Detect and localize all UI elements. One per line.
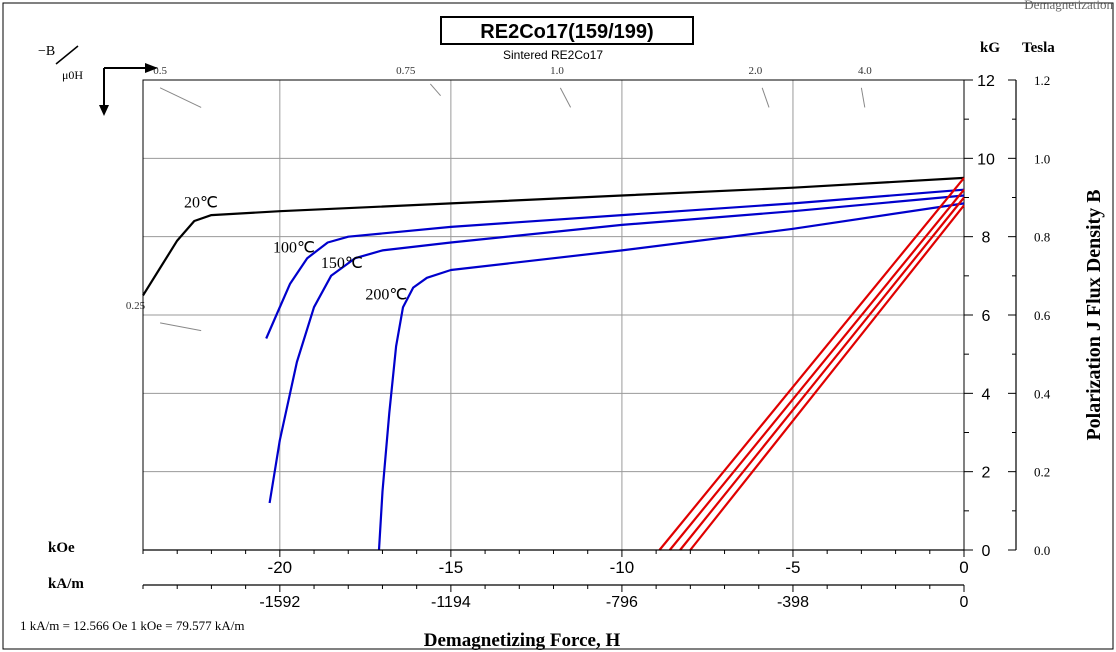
y-tick-label: 2 <box>982 465 991 482</box>
x-tick-label: -5 <box>785 558 800 577</box>
y2-tick-label: 0.6 <box>1034 308 1051 323</box>
j-curve-3 <box>377 202 965 551</box>
grid-lines <box>143 80 964 550</box>
permeance-label: 0.75 <box>396 65 416 77</box>
chart-subtitle: Sintered RE2Co17 <box>503 48 603 62</box>
y2-unit-label: Tesla <box>1022 40 1055 56</box>
permeance-label: 0.25 <box>126 300 146 312</box>
permeance-tick <box>160 322 202 332</box>
b-line-5 <box>668 189 965 551</box>
permeance-label: 1.0 <box>550 65 564 77</box>
y-tick-label: 4 <box>982 386 991 403</box>
x2-tick-label: -1194 <box>431 594 471 611</box>
permeance-tick <box>559 87 572 108</box>
permeance-label: 2.0 <box>748 65 762 77</box>
permeance-tick <box>761 87 770 108</box>
permeance-tick <box>159 87 202 108</box>
curve-label: 200℃ <box>365 286 407 303</box>
conversion-note: 1 kA/m = 12.566 Oe 1 kOe = 79.577 kA/m <box>20 618 244 633</box>
corner-text: Demagnetization <box>1024 0 1113 12</box>
x-tick-label: 0 <box>959 558 968 577</box>
y-tick-label: 6 <box>982 308 991 325</box>
j-curve-0 <box>142 176 965 296</box>
x-axis-title: Demagnetizing Force, H <box>424 630 621 651</box>
x-unit-label: kOe <box>48 540 75 556</box>
y-tick-label: 10 <box>977 151 995 168</box>
j-curve-1 <box>265 188 965 339</box>
title-box <box>440 16 694 45</box>
x-tick-label: -10 <box>610 558 635 577</box>
y2-tick-label: 1.2 <box>1034 73 1050 88</box>
y-axis-title: Polarization J Flux Density B <box>1083 189 1105 440</box>
permeance-markers: 0.5 0.25 0.75 1.0 2.0 4.0 <box>126 65 872 332</box>
y2-tick-label: 0.4 <box>1034 386 1051 401</box>
curve-label: 100℃ <box>273 239 315 256</box>
axes: -20 -15 -10 -5 0-1592 -1194 -796 -398 0024681012… <box>142 73 1051 611</box>
x-tick-label: -20 <box>268 558 293 577</box>
x2-tick-label: -796 <box>606 594 638 611</box>
y2-tick-label: 0.0 <box>1034 543 1050 558</box>
y2-tick-label: 0.8 <box>1034 230 1050 245</box>
corner-slash <box>55 45 79 65</box>
right-arrow-icon <box>145 63 158 73</box>
b-line-7 <box>689 204 965 551</box>
permeance-tick <box>429 83 441 96</box>
down-arrow-icon <box>99 105 109 116</box>
x2-unit-label: kA/m <box>48 576 84 592</box>
corner-label-b: −B <box>38 44 55 59</box>
permeance-label: 0.5 <box>153 65 167 77</box>
chart-title: RE2Co17(159/199) <box>480 21 653 43</box>
y-tick-label: 8 <box>982 230 991 247</box>
series-layer <box>142 176 965 551</box>
j-curve-2 <box>268 194 965 504</box>
y2-tick-label: 1.0 <box>1034 151 1050 166</box>
b-line-6 <box>679 196 965 551</box>
b-line-4 <box>658 177 965 551</box>
permeance-tick <box>860 87 866 108</box>
y-tick-label: 0 <box>982 543 991 560</box>
curve-label: 20℃ <box>184 194 218 211</box>
permeance-label: 4.0 <box>858 65 872 77</box>
y-tick-label: 12 <box>977 73 995 90</box>
x2-tick-label: 0 <box>960 594 969 611</box>
corner-label-h: μ0H <box>62 68 83 82</box>
x2-tick-label: -1592 <box>259 594 300 611</box>
y-unit-label: kG <box>980 40 1000 56</box>
y2-tick-label: 0.2 <box>1034 465 1050 480</box>
x-tick-label: -15 <box>439 558 464 577</box>
x2-tick-label: -398 <box>777 594 809 611</box>
curve-label: 150℃ <box>321 255 363 272</box>
